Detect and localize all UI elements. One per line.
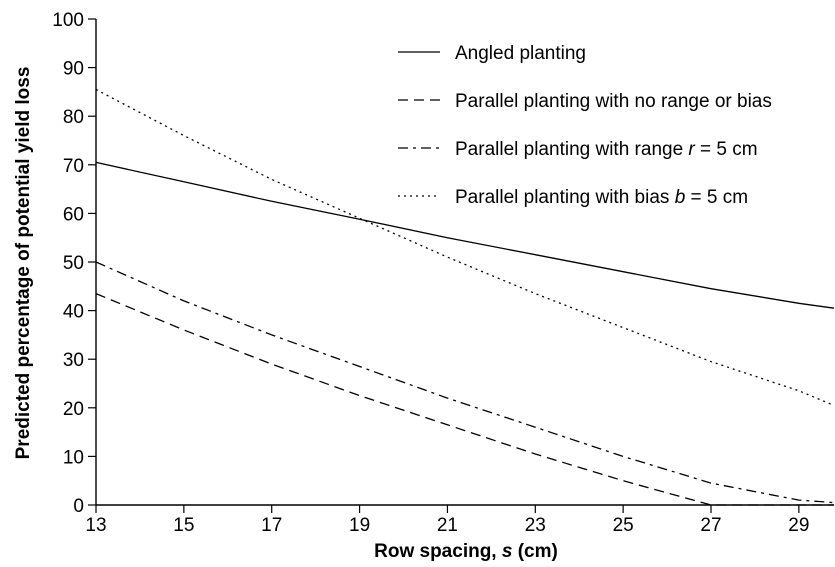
legend-label: Parallel planting with range r = 5 cm bbox=[455, 139, 758, 160]
y-axis-title-group: Predicted percentage of potential yield … bbox=[13, 67, 34, 460]
x-axis-title: Row spacing, s (cm) bbox=[374, 541, 558, 562]
series-lines bbox=[95, 88, 835, 506]
x-axis-ticks: 13 15 17 19 21 23 25 27 29 bbox=[85, 505, 809, 536]
y-tick-label: 80 bbox=[63, 107, 84, 128]
series-line-dashed bbox=[95, 292, 834, 506]
y-tick-label: 40 bbox=[63, 302, 84, 323]
legend-label: Parallel planting with no range or bias bbox=[455, 91, 772, 112]
y-tick-label: 10 bbox=[63, 447, 84, 468]
x-tick-label: 13 bbox=[85, 515, 106, 536]
x-tick-label: 17 bbox=[261, 515, 282, 536]
series-line-dashdot bbox=[95, 261, 835, 504]
y-tick-label: 70 bbox=[63, 156, 84, 177]
series-line-solid bbox=[95, 161, 835, 309]
x-tick-label: 15 bbox=[173, 515, 194, 536]
legend-label: Angled planting bbox=[455, 43, 586, 64]
y-tick-label: 50 bbox=[63, 253, 84, 274]
legend: Angled planting Parallel planting with no… bbox=[398, 43, 772, 208]
x-tick-label: 29 bbox=[788, 515, 809, 536]
y-tick-label: 60 bbox=[63, 204, 84, 225]
y-tick-label: 0 bbox=[73, 496, 84, 517]
y-axis-title: Predicted percentage of potential yield … bbox=[13, 67, 34, 460]
x-tick-label: 19 bbox=[349, 515, 370, 536]
y-tick-label: 100 bbox=[52, 10, 84, 31]
y-tick-label: 90 bbox=[63, 59, 84, 80]
y-tick-label: 30 bbox=[63, 350, 84, 371]
x-tick-label: 27 bbox=[700, 515, 721, 536]
y-axis-ticks: 0 10 20 30 40 50 60 70 80 90 100 bbox=[52, 10, 96, 517]
x-tick-label: 23 bbox=[525, 515, 546, 536]
legend-label: Parallel planting with bias b = 5 cm bbox=[455, 187, 748, 208]
x-tick-label: 21 bbox=[437, 515, 458, 536]
x-tick-label: 25 bbox=[613, 515, 634, 536]
series-line-dotted bbox=[95, 88, 835, 407]
y-tick-label: 20 bbox=[63, 399, 84, 420]
